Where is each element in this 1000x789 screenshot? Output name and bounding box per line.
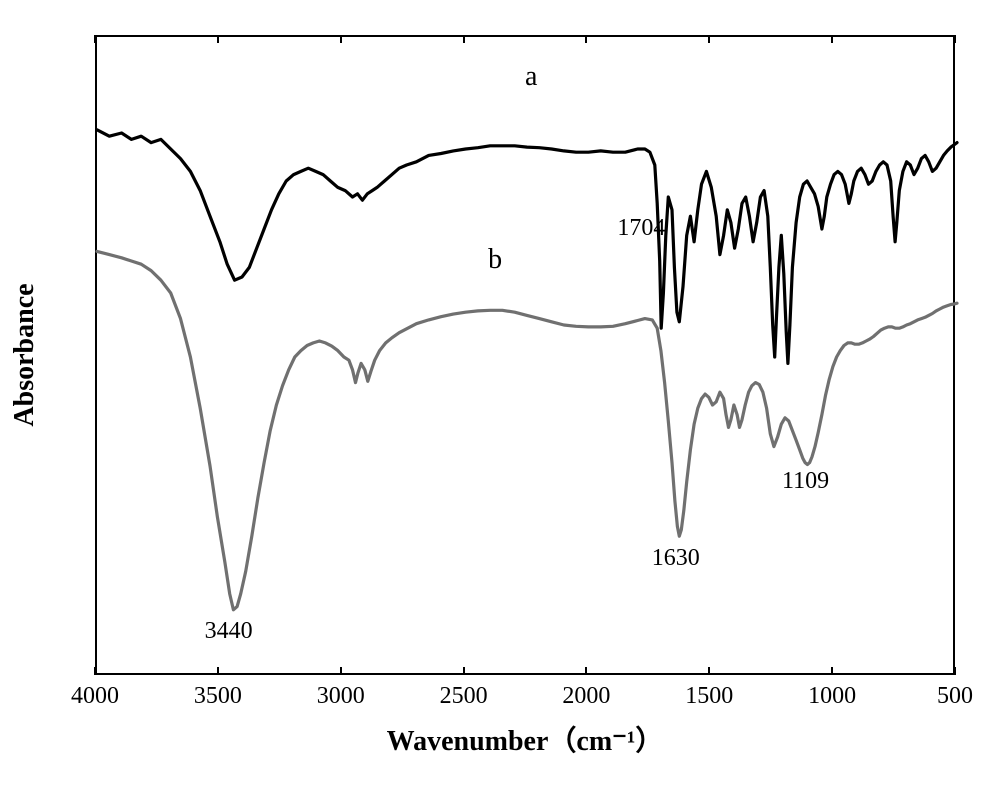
peak-label-3440: 3440 (205, 618, 253, 645)
series-a (97, 130, 957, 364)
y-axis-label: Absorbance (9, 283, 41, 426)
x-tick-label: 3000 (317, 683, 365, 710)
x-tick-label: 2000 (562, 683, 610, 710)
x-tick-top (954, 35, 956, 43)
series-b (97, 251, 957, 609)
x-tick-label: 500 (937, 683, 973, 710)
x-tick-label: 1500 (685, 683, 733, 710)
x-tick-bottom (708, 667, 710, 675)
x-tick-bottom (463, 667, 465, 675)
x-axis-label-unit: cm⁻¹ (576, 726, 635, 757)
peak-label-1109: 1109 (782, 468, 829, 495)
x-tick-label: 3500 (194, 683, 242, 710)
x-tick-bottom (585, 667, 587, 675)
x-tick-bottom (831, 667, 833, 675)
x-tick-label: 4000 (71, 683, 119, 710)
x-tick-bottom (954, 667, 956, 675)
x-axis-label: Wavenumber（cm⁻¹） (387, 719, 664, 759)
x-tick-top (708, 35, 710, 43)
x-axis-label-unit-close: ） (635, 726, 663, 757)
x-tick-top (340, 35, 342, 43)
x-tick-top (585, 35, 587, 43)
x-axis-label-text: Wavenumber (387, 726, 549, 757)
peak-label-1630: 1630 (652, 545, 700, 572)
x-tick-top (831, 35, 833, 43)
x-axis-label-unit-open: （ (548, 726, 576, 757)
spectrum-svg (97, 37, 957, 677)
x-tick-top (463, 35, 465, 43)
x-tick-top (94, 35, 96, 43)
x-tick-label: 2500 (440, 683, 488, 710)
series-label-b: b (488, 244, 502, 276)
x-tick-top (217, 35, 219, 43)
plot-area (95, 35, 955, 675)
ftir-figure: Absorbance Wavenumber（cm⁻¹） a b 4000 3500 30… (0, 0, 1000, 789)
x-tick-bottom (340, 667, 342, 675)
x-tick-bottom (94, 667, 96, 675)
x-tick-label: 1000 (808, 683, 856, 710)
peak-label-1704: 1704 (617, 215, 665, 242)
series-label-a: a (525, 61, 537, 93)
x-tick-bottom (217, 667, 219, 675)
